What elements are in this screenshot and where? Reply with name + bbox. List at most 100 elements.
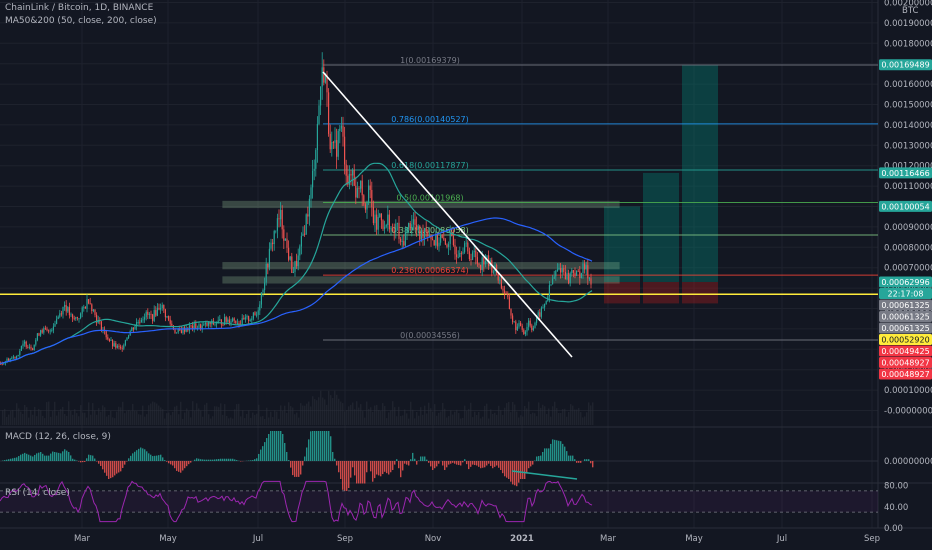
macd-histogram-bar <box>312 431 314 461</box>
volume-bar <box>322 397 324 425</box>
candle-body <box>313 168 315 171</box>
macd-histogram-bar <box>578 461 580 463</box>
macd-histogram-bar <box>212 459 214 461</box>
candle-body <box>513 321 515 323</box>
candle-body <box>571 270 573 274</box>
candle-body <box>281 209 283 230</box>
candle-body <box>416 224 418 231</box>
candle-body <box>332 142 334 144</box>
volume-bar <box>416 411 418 425</box>
candle-body <box>156 307 158 316</box>
price-tag-box <box>879 200 932 212</box>
candle-body <box>328 92 330 134</box>
macd-histogram-bar <box>290 461 292 468</box>
volume-bar <box>496 414 498 425</box>
volume-bar <box>222 414 224 425</box>
position-projections[interactable] <box>604 64 718 304</box>
ma-legend[interactable]: MA50&200 (50, close, 200, close) <box>5 16 157 26</box>
volume-bar <box>194 410 196 425</box>
trendline[interactable] <box>322 71 573 358</box>
candle-body <box>321 67 323 87</box>
candle-body <box>464 243 466 253</box>
time-axis[interactable]: Mar May Jul Sep Nov 2021 Mar May Jul Sep <box>74 534 880 544</box>
candle-body <box>344 136 346 165</box>
macd-histogram-bar <box>292 461 294 476</box>
macd-histogram-bar <box>526 461 528 474</box>
macd-histogram-bar <box>86 458 88 461</box>
price-tag-text: 0.00048927 <box>881 358 929 367</box>
candle-body <box>393 230 395 232</box>
candle-body <box>46 328 48 331</box>
rsi-band-fill <box>0 490 878 513</box>
support-resistance-zones[interactable] <box>0 200 878 295</box>
macd-histogram-bar <box>308 439 310 461</box>
macd-histogram-bar <box>98 461 100 464</box>
macd-histogram-bar <box>394 461 396 465</box>
macd-histogram-bar <box>32 456 34 461</box>
candle-body <box>520 322 522 326</box>
macd-histogram-bar <box>172 461 174 466</box>
volume-bar <box>2 410 4 425</box>
macd-histogram-bar <box>176 461 178 471</box>
candle-body <box>380 213 382 221</box>
macd-histogram-bar <box>546 448 548 461</box>
candle-body <box>17 355 19 356</box>
volume-bar <box>432 411 434 425</box>
macd-histogram-bar <box>182 461 184 471</box>
rsi-legend[interactable]: RSI (14, close) <box>5 488 70 498</box>
macd-histogram-bar <box>464 459 466 461</box>
macd-histogram-bar <box>58 452 60 461</box>
candle-body <box>49 330 51 332</box>
volume-bar <box>374 405 376 425</box>
candle-body <box>395 223 397 232</box>
volume-bar <box>568 411 570 425</box>
price-tag-text: 0.00061325 <box>881 312 929 321</box>
candle-body <box>368 185 370 203</box>
volume-bar <box>4 408 6 425</box>
volume-bar <box>564 408 566 425</box>
macd-histogram-bar <box>570 455 572 461</box>
candle-body <box>387 214 389 226</box>
volume-bar <box>548 408 550 425</box>
macd-histogram-bar <box>334 458 336 461</box>
volume-bar <box>186 408 188 425</box>
volume-bar <box>84 412 86 425</box>
macd-histogram-bar <box>364 461 366 484</box>
candle-body <box>51 330 53 332</box>
volume-bar <box>48 401 50 425</box>
volume-bar <box>410 401 412 425</box>
macd-histogram-bar <box>340 461 342 479</box>
candle-body <box>307 214 309 217</box>
volume-bar <box>206 402 208 425</box>
candle-body <box>270 242 272 249</box>
candle-body <box>220 319 222 325</box>
candle-body <box>107 337 109 340</box>
candle-body <box>552 278 554 285</box>
candle-body <box>148 313 150 315</box>
macd-histogram-bar <box>252 460 254 461</box>
candle-body <box>238 322 240 325</box>
macd-histogram-bar <box>288 460 290 461</box>
macd-histogram-bar <box>484 461 486 468</box>
candle-body <box>440 234 442 243</box>
candle-body <box>526 326 528 332</box>
macd-histogram-bar <box>108 461 110 479</box>
candle-body <box>19 350 21 356</box>
volume-bar <box>338 398 340 425</box>
symbol-legend[interactable]: ChainLink / Bitcoin, 1D, BINANCE <box>5 3 154 13</box>
volume-bar <box>574 409 576 425</box>
price-tick-label: 0.00180000 <box>884 39 932 49</box>
macd-histogram-bar <box>102 461 104 470</box>
candle-body <box>377 216 379 230</box>
volume-bar <box>364 417 366 425</box>
volume-bar <box>126 411 128 425</box>
fib-level-label: 0.5(0.00101968) <box>396 193 463 202</box>
volume-bar <box>94 410 96 425</box>
fibonacci-retracement[interactable]: 1(0.00169379) 0.786(0.00140527) 0.618(0.00… <box>323 56 878 341</box>
volume-bar <box>254 414 256 425</box>
volume-bar <box>538 402 540 425</box>
macd-legend[interactable]: MACD (12, 26, close, 9) <box>5 432 111 442</box>
volume-bar <box>412 409 414 425</box>
macd-histogram-bar <box>442 461 444 466</box>
